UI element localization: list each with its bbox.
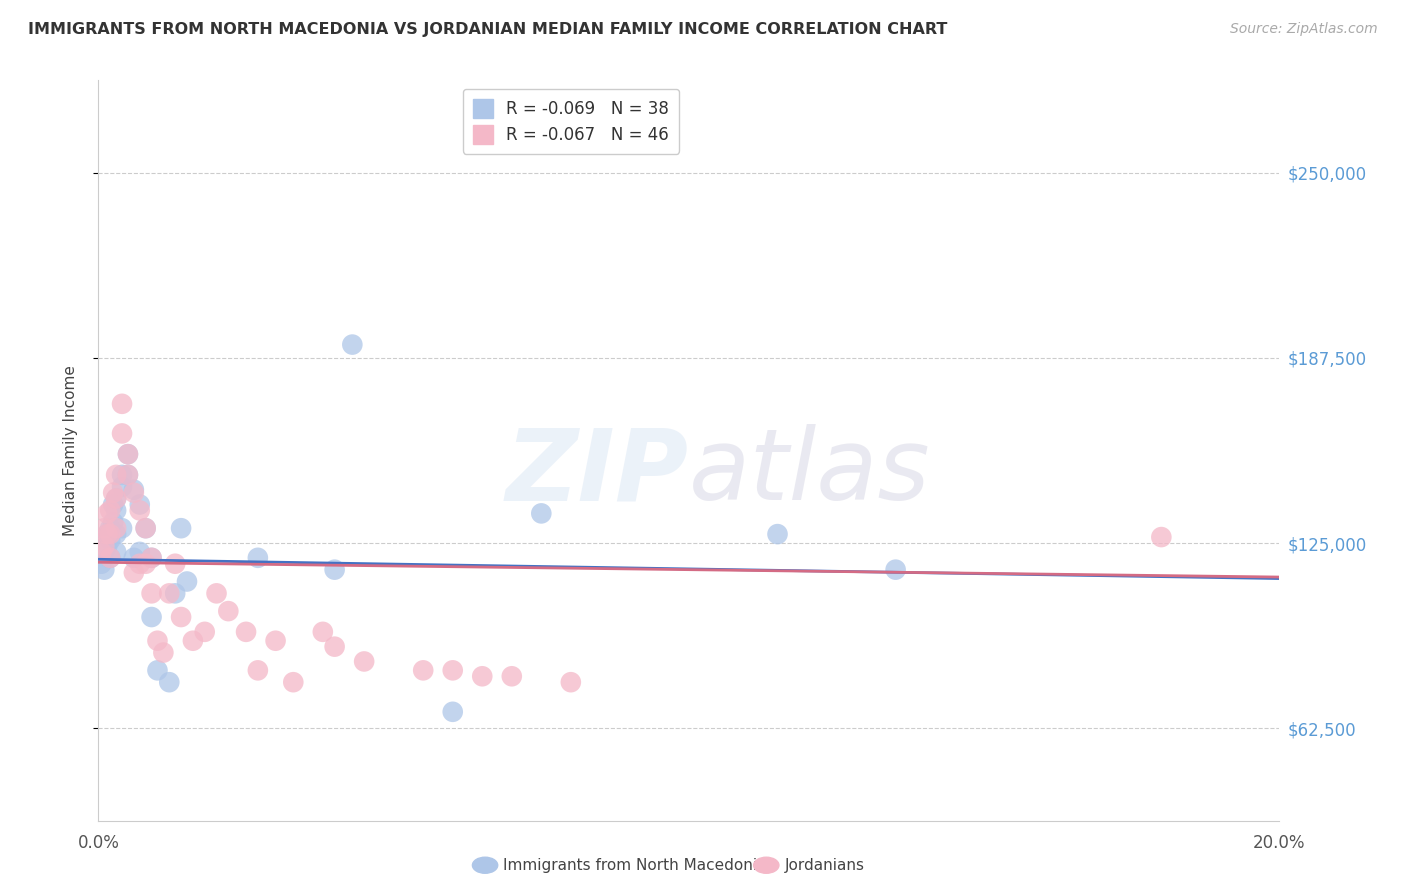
Point [96,507,118,521]
Point [246,550,269,565]
Point [96,527,118,541]
Text: Immigrants from North Macedonia: Immigrants from North Macedonia [503,858,766,872]
Point [117,467,139,482]
Text: IMMIGRANTS FROM NORTH MACEDONIA VS JORDANIAN MEDIAN FAMILY INCOME CORRELATION CH: IMMIGRANTS FROM NORTH MACEDONIA VS JORDA… [28,22,948,37]
Point [111,480,134,494]
Point [135,521,157,535]
Point [103,516,125,530]
Point [170,610,193,624]
Point [98,533,121,547]
Legend: R = -0.069   N = 38, R = -0.067   N = 46: R = -0.069 N = 38, R = -0.067 N = 46 [463,88,679,153]
Point [105,527,128,541]
Point [194,624,217,639]
Point [170,521,193,535]
Point [530,507,553,521]
Point [111,521,134,535]
Point [117,447,139,461]
Point [766,527,789,541]
Point [135,521,157,535]
Point [93,545,115,559]
Point [165,557,187,571]
Point [323,563,346,577]
Point [122,550,145,565]
Point [217,604,239,618]
Point [141,550,163,565]
Y-axis label: Median Family Income: Median Family Income [63,365,77,536]
Point [105,545,128,559]
Point [111,397,134,411]
Point [128,545,150,559]
Point [246,664,269,678]
Point [141,610,163,624]
Point [117,467,139,482]
Point [90,545,112,559]
Point [122,485,145,500]
Point [96,539,118,553]
Point [501,669,523,683]
Point [323,640,346,654]
Point [122,566,145,580]
Point [176,574,198,589]
Point [96,527,118,541]
Point [135,557,157,571]
Point [205,586,228,600]
Point [98,503,121,517]
Point [235,624,257,639]
Point [111,426,134,441]
Point [471,669,494,683]
Text: ZIP: ZIP [506,425,689,521]
Point [117,447,139,461]
Point [122,483,145,497]
Point [105,503,128,517]
Point [560,675,582,690]
Point [90,557,112,571]
Point [141,586,163,600]
Point [884,563,907,577]
Point [157,675,180,690]
Point [1150,530,1173,544]
Point [342,337,364,351]
Point [103,485,125,500]
Point [157,586,180,600]
Point [165,586,187,600]
Point [181,633,204,648]
Point [93,521,115,535]
Text: atlas: atlas [689,425,931,521]
Point [412,664,434,678]
Point [98,550,121,565]
Point [105,467,128,482]
Point [146,664,169,678]
Point [264,633,287,648]
Point [152,646,174,660]
Point [111,467,134,482]
Point [93,539,115,553]
Point [105,491,128,506]
Point [283,675,305,690]
Point [103,498,125,512]
Point [105,491,128,506]
Point [128,498,150,512]
Point [353,655,375,669]
Point [141,550,163,565]
Point [441,664,464,678]
Point [98,521,121,535]
Point [441,705,464,719]
Point [128,557,150,571]
Point [98,550,121,565]
Point [98,527,121,541]
Point [312,624,335,639]
Point [128,503,150,517]
Point [93,563,115,577]
Text: Source: ZipAtlas.com: Source: ZipAtlas.com [1230,22,1378,37]
Text: Jordanians: Jordanians [785,858,865,872]
Point [146,633,169,648]
Point [105,521,128,535]
